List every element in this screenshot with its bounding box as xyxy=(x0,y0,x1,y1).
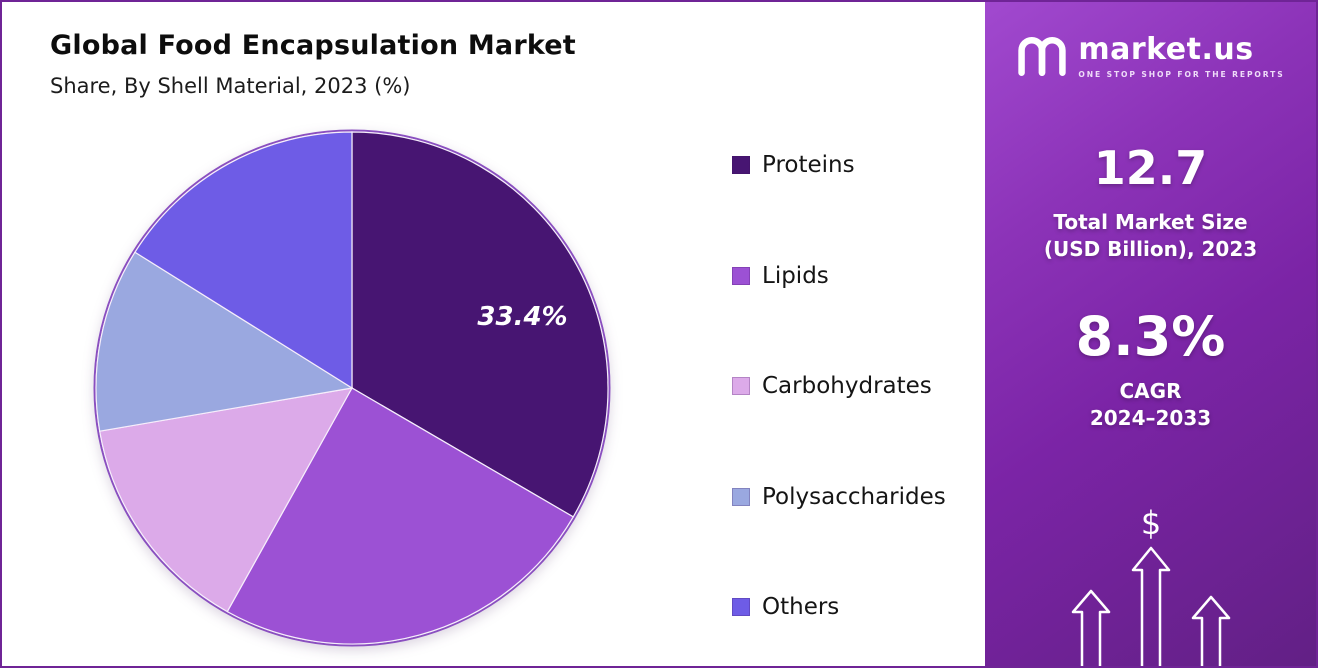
market-size-label-line1: Total Market Size xyxy=(1053,210,1248,234)
legend-item-proteins: Proteins xyxy=(732,152,982,178)
pie-outline xyxy=(93,129,611,647)
chart-title: Global Food Encapsulation Market xyxy=(50,30,576,61)
market-size-label-line2: (USD Billion), 2023 xyxy=(1043,237,1258,261)
legend-swatch-polysaccharides xyxy=(732,487,750,506)
cagr-label: CAGR 2024–2033 xyxy=(1076,378,1226,432)
legend-swatch-lipids xyxy=(732,266,750,285)
brand-name: market.us xyxy=(1078,32,1254,67)
market-size-value: 12.7 xyxy=(1093,141,1208,195)
growth-arrows-icon: $ xyxy=(1071,504,1230,666)
cagr-value: 8.3% xyxy=(1075,305,1226,368)
legend-swatch-proteins xyxy=(732,156,750,174)
up-arrow-middle-icon xyxy=(1131,546,1170,666)
legend-item-polysaccharides: Polysaccharides xyxy=(732,484,982,510)
stat-cagr: 8.3% CAGR 2024–2033 xyxy=(1076,305,1226,432)
legend-label-lipids: Lipids xyxy=(762,262,829,289)
legend-label-carbohydrates: Carbohydrates xyxy=(762,373,932,399)
legend-item-lipids: Lipids xyxy=(732,263,982,289)
legend-item-carbohydrates: Carbohydrates xyxy=(732,373,982,399)
pie-slice-others xyxy=(134,131,353,390)
brand-panel: market.us ONE STOP SHOP FOR THE REPORTS … xyxy=(983,2,1316,666)
brand-tagline: ONE STOP SHOP FOR THE REPORTS xyxy=(1078,70,1285,79)
legend-label-polysaccharides: Polysaccharides xyxy=(762,483,946,510)
market-us-logo-icon xyxy=(1018,36,1067,76)
pie-slice-polysaccharides xyxy=(95,251,354,432)
chart-area: Global Food Encapsulation Market Share, … xyxy=(2,2,987,666)
pie-slice-lipids xyxy=(226,387,575,645)
legend-item-others: Others xyxy=(732,594,982,620)
stat-market-size: 12.7 Total Market Size (USD Billion), 20… xyxy=(1044,141,1257,263)
legend-label-others: Others xyxy=(762,594,840,620)
cagr-label-line1: CAGR xyxy=(1119,379,1182,403)
pie-value-label: 33.4% xyxy=(477,302,567,332)
up-arrow-right-icon xyxy=(1191,595,1230,666)
legend-swatch-others xyxy=(732,598,750,616)
dollar-sign: $ xyxy=(1140,504,1160,542)
chart-subtitle: Share, By Shell Material, 2023 (%) xyxy=(50,74,411,98)
market-size-label: Total Market Size (USD Billion), 2023 xyxy=(1044,209,1257,263)
legend-swatch-carbohydrates xyxy=(732,377,750,395)
pie-slice-proteins xyxy=(351,131,609,518)
up-arrow-left-icon xyxy=(1071,589,1110,666)
pie-slice-carbohydrates xyxy=(99,387,354,613)
legend-label-proteins: Proteins xyxy=(762,152,855,178)
pie-chart: 33.4% xyxy=(93,129,611,647)
legend: Proteins Lipids Carbohydrates Polysaccha… xyxy=(732,152,982,620)
brand-text: market.us ONE STOP SHOP FOR THE REPORTS xyxy=(1078,32,1284,79)
brand: market.us ONE STOP SHOP FOR THE REPORTS xyxy=(1016,32,1284,79)
cagr-label-line2: 2024–2033 xyxy=(1089,406,1212,430)
